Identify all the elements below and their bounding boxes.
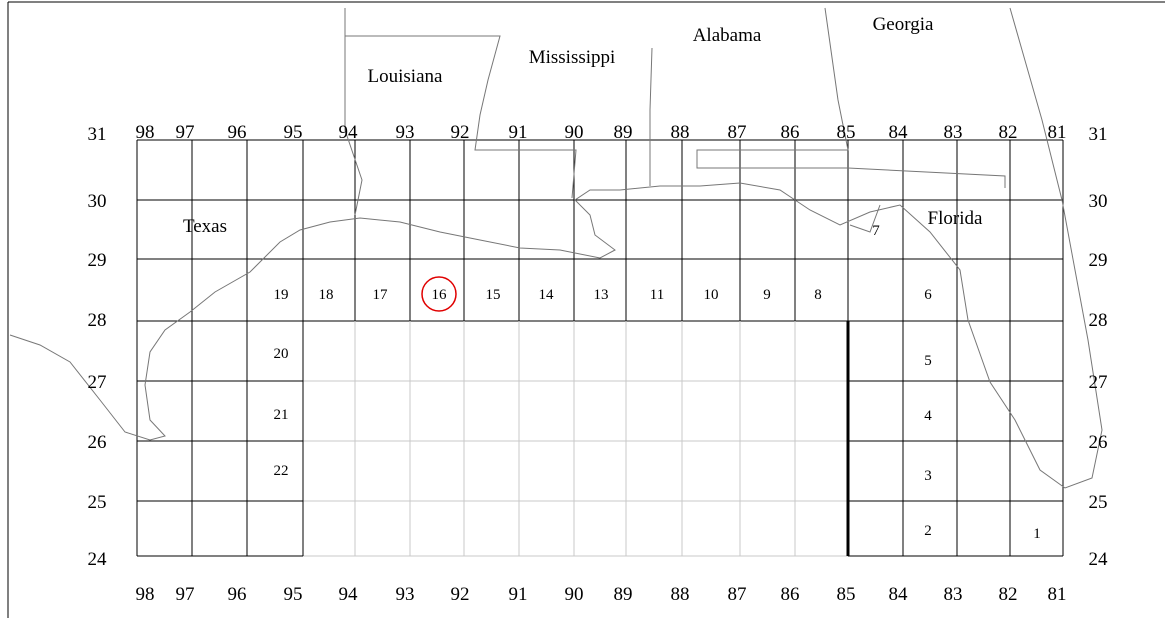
lon-label: 84: [889, 122, 909, 143]
grid: [136, 139, 1064, 557]
lon-label: 97: [176, 584, 195, 605]
lon-label: 97: [176, 122, 195, 143]
lon-label: 90: [565, 122, 584, 143]
lon-label: 91: [509, 584, 528, 605]
lat-label: 30: [88, 191, 107, 212]
lon-label: 81: [1048, 122, 1067, 143]
lon-label: 92: [451, 122, 470, 143]
lon-label: 91: [509, 122, 528, 143]
lon-label: 83: [944, 122, 963, 143]
lat-label: 29: [1089, 250, 1108, 271]
state-label: Georgia: [873, 14, 934, 35]
lon-label: 93: [396, 584, 415, 605]
zone-label: 18: [319, 287, 334, 303]
lon-label: 82: [999, 584, 1018, 605]
lon-label: 86: [781, 584, 800, 605]
lon-label: 94: [339, 584, 359, 605]
zone-label: 7: [872, 223, 880, 239]
zone-label: 6: [924, 287, 932, 303]
lat-label: 25: [1089, 492, 1108, 513]
lon-label: 89: [614, 122, 633, 143]
zone-label: 3: [924, 468, 932, 484]
lat-label: 27: [88, 372, 107, 393]
lat-label: 31: [1089, 124, 1108, 145]
state-label: Louisiana: [368, 66, 443, 87]
lon-label: 95: [284, 122, 303, 143]
lat-label: 28: [88, 310, 107, 331]
zone-label: 20: [274, 346, 289, 362]
lon-label: 88: [671, 584, 690, 605]
lat-label: 28: [1089, 310, 1108, 331]
zone-label: 19: [274, 287, 289, 303]
lon-label: 96: [228, 584, 247, 605]
lat-label: 24: [1089, 549, 1109, 570]
lon-label: 85: [837, 122, 856, 143]
state-label: Alabama: [693, 25, 762, 46]
lon-label: 89: [614, 584, 633, 605]
zone-label: 1: [1033, 526, 1041, 542]
highlight-circle: [421, 276, 457, 312]
state-label: Florida: [928, 208, 983, 229]
lon-label: 82: [999, 122, 1018, 143]
zone-label: 11: [650, 287, 664, 303]
zone-label: 10: [704, 287, 719, 303]
lat-label: 30: [1089, 191, 1108, 212]
lat-label: 31: [88, 124, 107, 145]
lat-label: 27: [1089, 372, 1108, 393]
lon-label: 84: [889, 584, 909, 605]
zone-label: 17: [373, 287, 389, 303]
lat-label: 26: [88, 432, 107, 453]
lon-label: 83: [944, 584, 963, 605]
lon-label: 88: [671, 122, 690, 143]
lat-label: 26: [1089, 432, 1108, 453]
lat-label: 25: [88, 492, 107, 513]
lon-label: 95: [284, 584, 303, 605]
zone-label: 13: [594, 287, 609, 303]
zone-label: 14: [539, 287, 555, 303]
zone-label: 21: [274, 407, 289, 423]
zone-label: 16: [432, 287, 448, 303]
coastline: [9, 7, 1103, 489]
zone-label: 9: [763, 287, 771, 303]
lat-label: 24: [88, 549, 108, 570]
zone-label: 15: [486, 287, 501, 303]
zone-label: 4: [924, 408, 932, 424]
lon-label: 85: [837, 584, 856, 605]
state-label: Mississippi: [529, 47, 616, 68]
zone-label: 5: [924, 353, 932, 369]
lon-label: 96: [228, 122, 247, 143]
lon-label: 81: [1048, 584, 1067, 605]
lon-label: 93: [396, 122, 415, 143]
lon-label: 92: [451, 584, 470, 605]
lat-label: 29: [88, 250, 107, 271]
zone-label: 22: [274, 463, 289, 479]
lon-label: 98: [136, 122, 155, 143]
lon-label: 90: [565, 584, 584, 605]
lon-label: 87: [728, 584, 747, 605]
state-label: Texas: [183, 216, 227, 237]
lon-label: 94: [339, 122, 359, 143]
lon-label: 98: [136, 584, 155, 605]
zone-label: 2: [924, 523, 932, 539]
lon-label: 86: [781, 122, 800, 143]
zone-label: 8: [814, 287, 822, 303]
lon-label: 87: [728, 122, 747, 143]
